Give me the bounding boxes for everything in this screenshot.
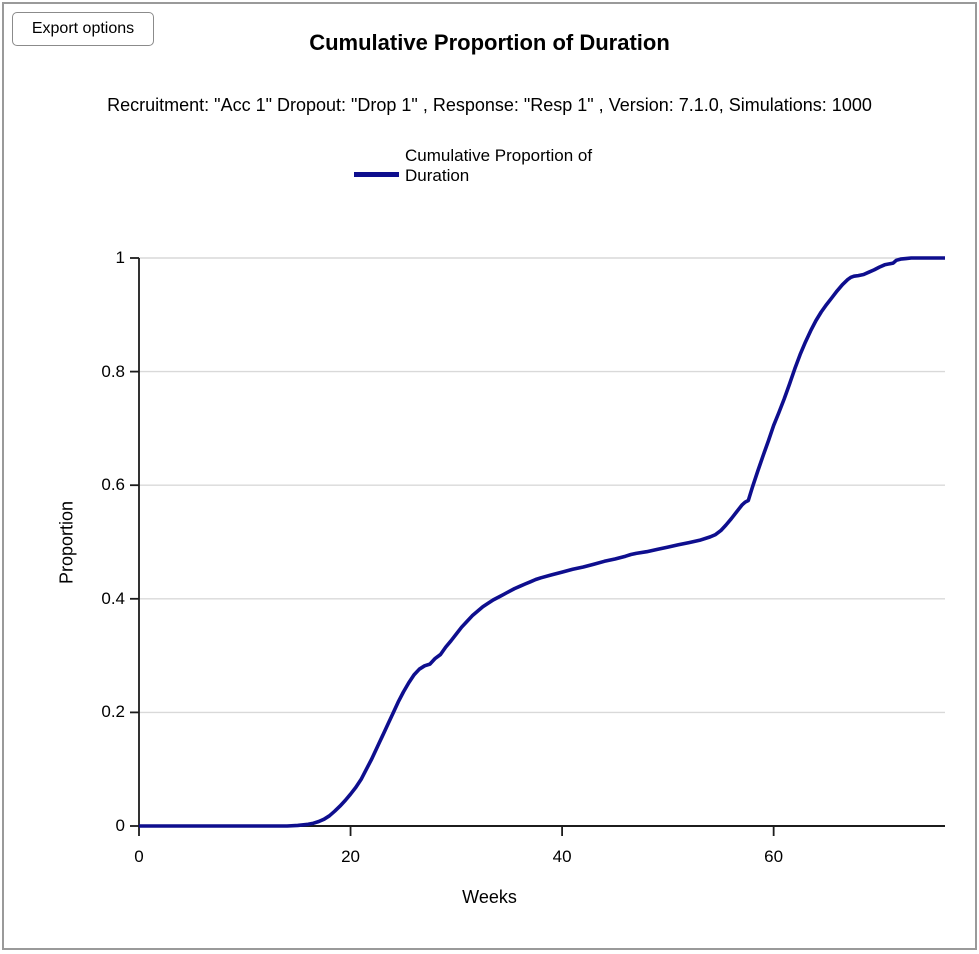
y-tick-label: 0: [115, 816, 125, 835]
y-tick-label: 0.2: [101, 702, 125, 722]
chart-title: Cumulative Proportion of Duration: [309, 30, 670, 55]
x-axis-title: Weeks: [462, 887, 517, 907]
y-tick-label: 0.8: [101, 361, 125, 381]
export-options-button[interactable]: Export options: [12, 12, 154, 46]
y-tick-label: 0.4: [101, 588, 125, 608]
x-tick-label: 60: [764, 847, 784, 866]
x-tick-label: 20: [341, 847, 360, 866]
cdf-plot-canvas: [130, 256, 945, 836]
y-axis-title: Proportion: [56, 500, 77, 585]
x-tick-label: 40: [552, 847, 572, 866]
cdf-curve: [139, 256, 945, 828]
x-tick-label: 0: [134, 847, 144, 866]
legend-label: Cumulative Proportion of Duration: [405, 146, 593, 185]
y-tick-label: 0.6: [101, 475, 125, 495]
legend-line-swatch: [354, 172, 399, 177]
chart-subtitle: Recruitment: "Acc 1" Dropout: "Drop 1" ,…: [107, 95, 872, 115]
y-tick-label: 1: [115, 248, 125, 267]
x-axis-title-row: Weeks: [4, 887, 975, 908]
